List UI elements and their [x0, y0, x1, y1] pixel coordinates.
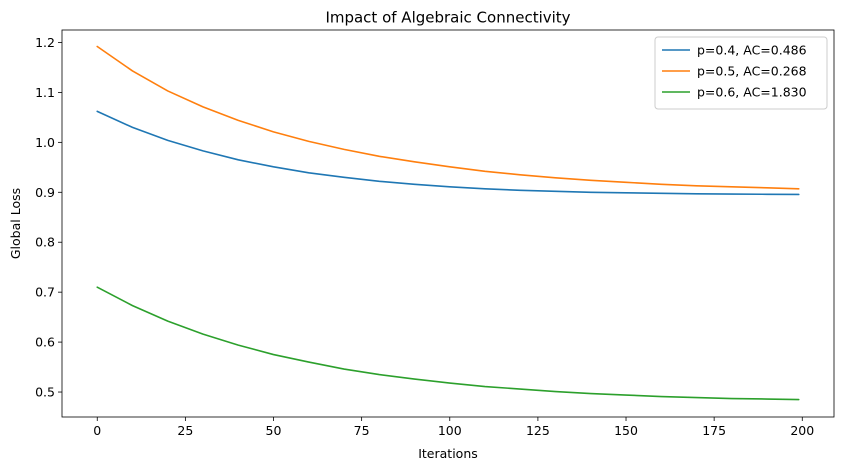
x-tick-label: 75 [354, 423, 370, 438]
x-axis: 0 25 50 75 100 125 150 175 200 [93, 417, 814, 438]
x-tick-label: 175 [702, 423, 726, 438]
y-tick-label: 0.7 [35, 285, 55, 300]
y-axis-label: Global Loss [8, 188, 23, 259]
x-tick-label: 200 [790, 423, 814, 438]
x-axis-label: Iterations [418, 446, 478, 461]
legend-label-3: p=0.6, AC=1.830 [697, 85, 807, 100]
y-tick-label: 0.8 [35, 235, 55, 250]
y-tick-label: 0.5 [35, 385, 55, 400]
legend-label-2: p=0.5, AC=0.268 [697, 64, 807, 79]
series-line-2 [96, 45, 800, 190]
y-axis: 0.5 0.6 0.7 0.8 0.9 1.0 1.1 1.2 [35, 35, 62, 400]
series-line-3 [96, 286, 800, 401]
chart-title: Impact of Algebraic Connectivity [325, 9, 570, 27]
x-tick-label: 150 [614, 423, 638, 438]
x-tick-label: 100 [438, 423, 462, 438]
x-tick-label: 25 [177, 423, 193, 438]
series-line-1 [96, 110, 800, 196]
y-tick-label: 1.2 [35, 35, 55, 50]
x-tick-label: 125 [526, 423, 550, 438]
legend-label-1: p=0.4, AC=0.486 [697, 43, 807, 58]
y-tick-label: 1.1 [35, 85, 55, 100]
x-tick-label: 0 [93, 423, 101, 438]
y-tick-label: 0.9 [35, 185, 55, 200]
legend: p=0.4, AC=0.486 p=0.5, AC=0.268 p=0.6, AC=… [654, 36, 828, 110]
plot-area [61, 29, 835, 418]
series-group [96, 45, 800, 401]
y-tick-label: 1.0 [35, 135, 55, 150]
y-tick-label: 0.6 [35, 335, 55, 350]
x-tick-label: 50 [266, 423, 282, 438]
legend-frame [654, 36, 828, 110]
